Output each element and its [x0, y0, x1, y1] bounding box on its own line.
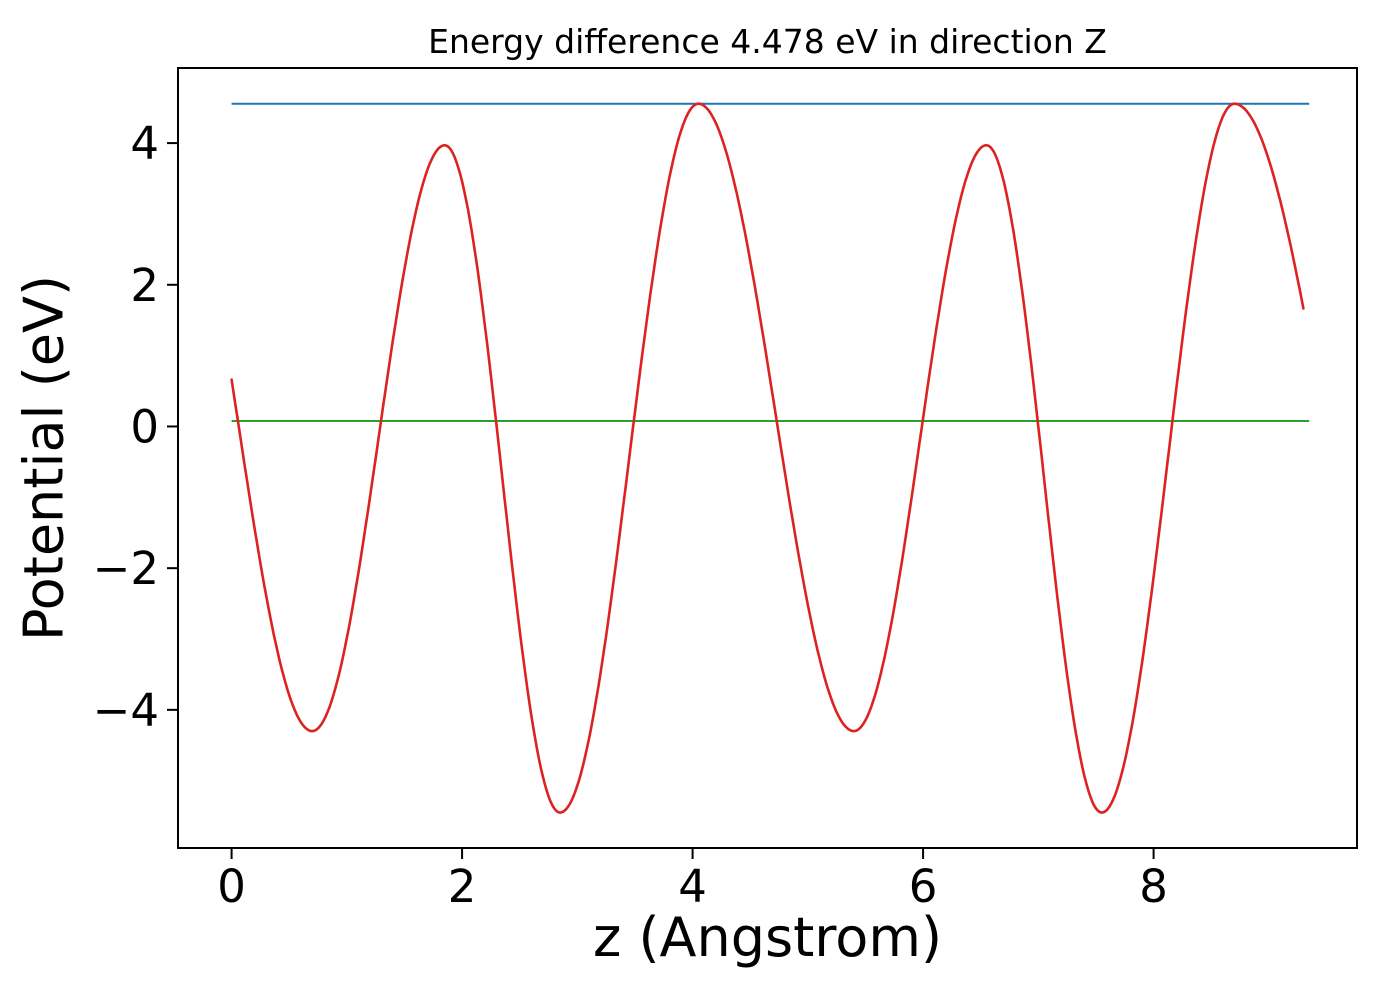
- y-tick-label: −2: [93, 542, 159, 595]
- axes-spines: [177, 67, 1358, 849]
- x-tick-label: 8: [1139, 860, 1168, 913]
- chart-title: Energy difference 4.478 eV in direction …: [428, 22, 1107, 61]
- x-tick-label: 4: [678, 860, 707, 913]
- x-tick-label: 0: [217, 860, 246, 913]
- x-tick-label: 6: [909, 860, 938, 913]
- y-tick-label: 4: [130, 117, 159, 170]
- y-tick-label: −4: [93, 684, 159, 737]
- x-axis-label: z (Angstrom): [592, 906, 943, 969]
- y-tick-label: 0: [130, 400, 159, 453]
- x-tick-label: 2: [448, 860, 477, 913]
- y-axis-label: Potential (eV): [12, 274, 76, 642]
- y-tick-label: 2: [130, 259, 159, 312]
- potential-curve: [230, 102, 1305, 814]
